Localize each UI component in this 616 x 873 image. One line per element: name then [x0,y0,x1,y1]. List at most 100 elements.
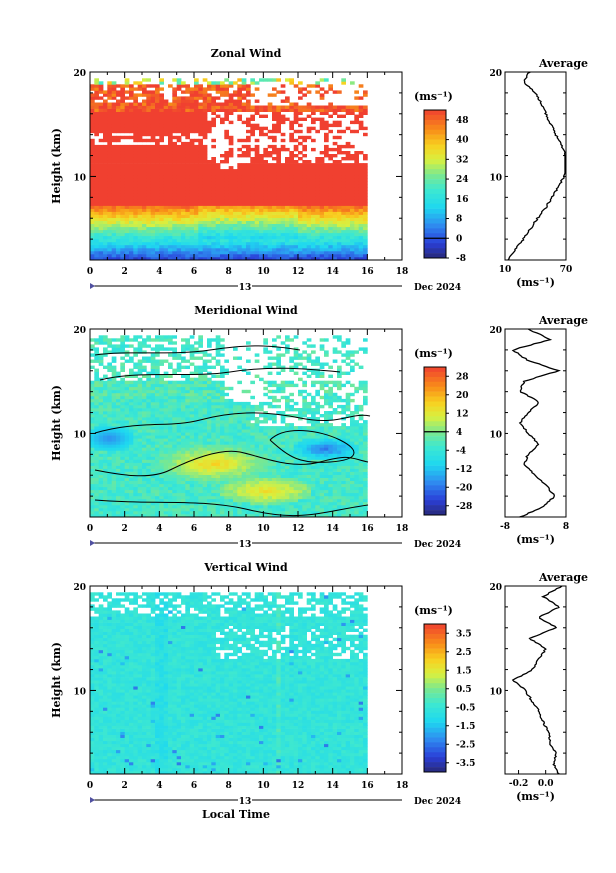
heatmap-cell [280,244,286,249]
heatmap-cell [129,414,134,418]
heatmap-cell [220,504,225,509]
heatmap-cell [194,389,199,394]
heatmap-cell [215,362,221,366]
heatmap-cell [150,501,156,506]
heatmap-cell [224,474,229,478]
heatmap-cell [111,235,117,240]
heatmap-cell [120,459,125,463]
heatmap-cell [111,377,117,382]
heatmap-cell [228,108,234,112]
heatmap-cell [363,241,368,246]
heatmap-cell [168,408,173,412]
heatmap-cell [311,166,316,170]
heatmap-cell [354,193,359,197]
heatmap-cell [228,480,234,485]
heatmap-cell [163,474,169,478]
heatmap-cell [363,90,368,94]
heatmap-cell [176,214,182,218]
heatmap-cell [124,414,130,418]
heatmap-cell [345,238,351,243]
heatmap-cell [176,486,182,491]
heatmap-cell [185,123,190,128]
heatmap-cell [220,229,225,234]
heatmap-cell [350,193,355,197]
heatmap-cell [137,501,143,506]
heatmap-cell [237,87,242,91]
heatmap-cell [124,417,130,421]
heatmap-cell [176,166,182,170]
heatmap-cell [189,120,195,125]
heatmap-cell [129,398,134,403]
heatmap-cell [263,232,268,237]
heatmap-cell [341,181,346,185]
heatmap-cell [142,114,147,118]
heatmap-cell [289,166,294,170]
heatmap-cell [146,132,151,137]
heatmap-cell [350,214,355,218]
heatmap-cell [172,441,177,445]
heatmap-cell [289,193,294,197]
heatmap-cell [90,147,95,152]
heatmap-cell [215,175,221,179]
heatmap-cell [198,471,203,475]
heatmap-cell [276,238,281,243]
heatmap-cell [168,465,173,469]
heatmap-cell [328,129,333,134]
heatmap-cell [116,420,121,424]
heatmap-cell [306,241,312,246]
heatmap-cell [250,196,255,200]
heatmap-cell [254,187,260,191]
heatmap-cell [94,166,99,170]
heatmap-cell [224,132,229,137]
heatmap-cell [220,257,225,261]
heatmap-cell [358,235,364,240]
heatmap-cell [241,199,247,203]
heatmap-cell [363,235,368,240]
heatmap-cell [133,489,138,494]
heatmap-cell [142,163,147,167]
heatmap-cell [133,187,138,191]
heatmap-cell [276,178,281,182]
heatmap-cell [189,344,195,348]
heatmap-cell [133,456,138,460]
heatmap-cell [155,417,160,421]
heatmap-cell [120,217,125,221]
heatmap-cell [345,202,351,206]
heatmap-cell [272,220,277,224]
heatmap-cell [289,163,294,167]
heatmap-cell [155,226,160,231]
heatmap-cell [98,441,104,445]
heatmap-cell [341,238,346,243]
heatmap-cell [233,193,238,197]
heatmap-cell [116,181,121,185]
heatmap-cell [276,111,281,115]
heatmap-cell [202,132,208,137]
heatmap-cell [98,483,104,488]
heatmap-cell [103,102,108,106]
heatmap-cell [124,126,130,131]
heatmap-cell [168,244,173,249]
heatmap-cell [228,99,234,103]
heatmap-cell [120,377,125,382]
heatmap-cell [267,250,273,255]
heatmap-cell [272,147,277,152]
heatmap-cell [198,235,203,240]
heatmap-cell [90,441,95,445]
heatmap-cell [185,166,190,170]
heatmap-cell [107,483,112,488]
heatmap-cell [116,438,121,442]
heatmap-cell [302,235,307,240]
heatmap-cell [120,471,125,475]
heatmap-cell [181,459,186,463]
heatmap-cell [228,135,234,140]
heatmap-cell [159,483,164,488]
heatmap-cell [185,444,190,448]
heatmap-cell [98,501,104,506]
heatmap-cell [306,232,312,237]
heatmap-cell [107,229,112,234]
heatmap-cell [211,247,216,252]
heatmap-cell [254,157,260,161]
heatmap-cell [198,120,203,125]
heatmap-cell [198,226,203,231]
heatmap-cell [116,99,121,103]
